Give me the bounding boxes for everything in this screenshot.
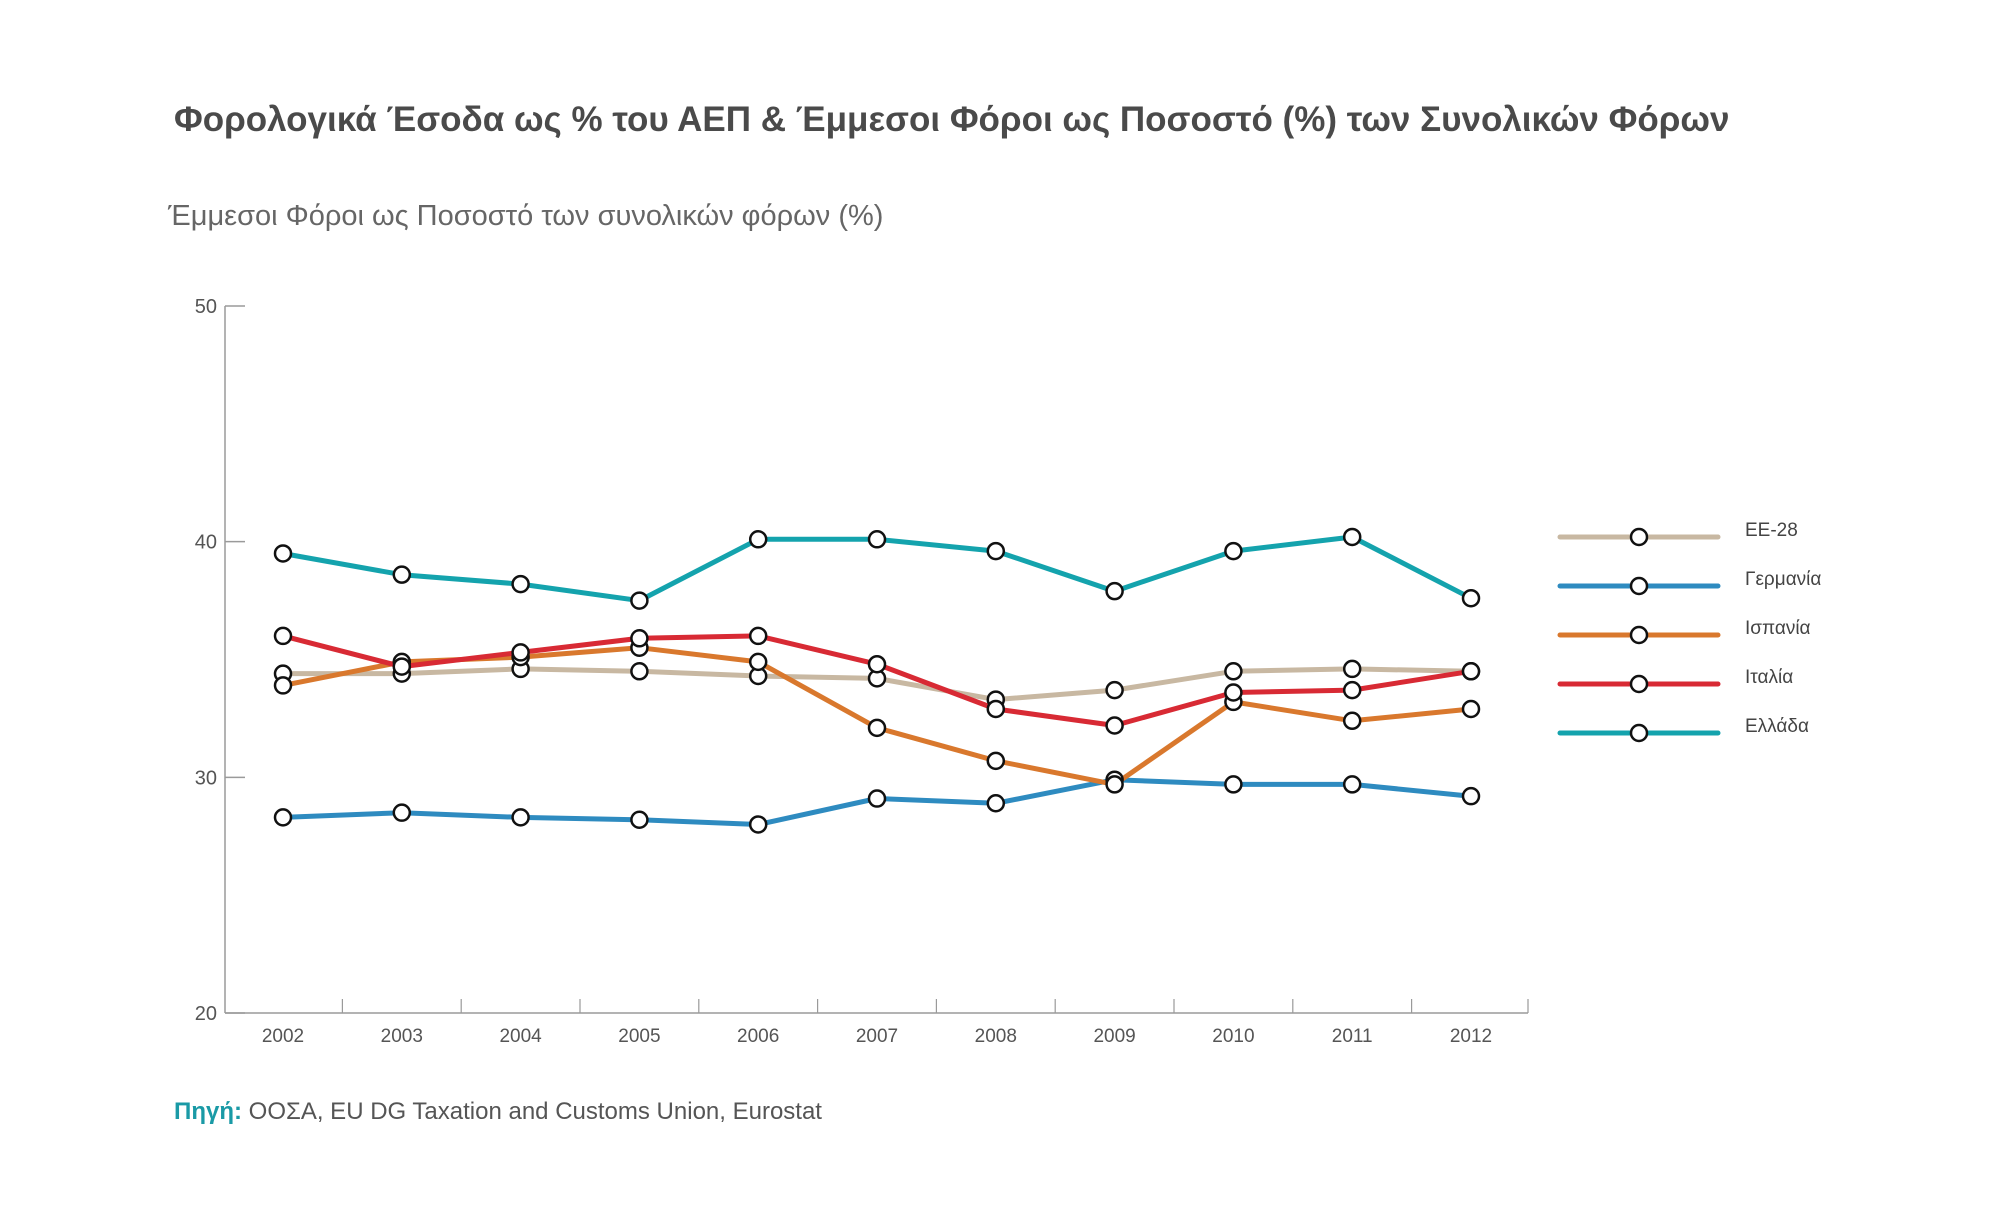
legend-marker (1629, 625, 1649, 645)
chart-axes: 20 30 40 50 2002 2003 2004 2005 2006 2007 2008 2009… (195, 296, 1529, 1047)
data-point (986, 794, 1006, 813)
data-point (511, 808, 530, 827)
data-point (630, 629, 649, 648)
data-point (748, 815, 768, 834)
data-point (1461, 662, 1481, 681)
data-point (1224, 683, 1243, 702)
data-point (630, 662, 649, 681)
data-point (867, 789, 887, 808)
source-text: ΟΟΣΑ, EU DG Taxation and Customs Union, … (242, 1098, 822, 1125)
x-tick-label: 2008 (975, 1026, 1017, 1047)
data-point (1461, 786, 1481, 806)
data-point (748, 652, 768, 672)
data-point (1105, 680, 1124, 700)
data-point (273, 808, 293, 827)
data-point (1461, 588, 1481, 608)
legend-marker (1629, 527, 1649, 547)
x-tick-label: 2003 (381, 1026, 423, 1047)
data-point (867, 654, 887, 674)
legend-label: Ελλάδα (1745, 716, 1809, 737)
x-tick-label: 2009 (1093, 1026, 1135, 1047)
legend-label: Γερμανία (1745, 569, 1821, 590)
data-point (986, 751, 1006, 771)
data-point (986, 541, 1006, 561)
data-point (1342, 775, 1362, 794)
data-point (1224, 775, 1243, 794)
y-tick-label: 40 (195, 532, 217, 554)
data-point (1224, 662, 1243, 681)
data-point (1342, 527, 1362, 547)
data-point (1342, 711, 1362, 731)
legend-label: Ισπανία (1745, 618, 1811, 639)
y-tick-label: 50 (195, 296, 217, 318)
data-point (630, 810, 649, 830)
y-tick-label: 20 (195, 1003, 217, 1025)
x-tick-label: 2010 (1212, 1026, 1254, 1047)
y-tick-label: 30 (195, 767, 217, 789)
data-point (1342, 680, 1362, 700)
source-label: Πηγή: (174, 1098, 242, 1125)
data-point (748, 530, 768, 549)
legend-label: Ιταλία (1745, 667, 1793, 688)
legend-marker (1629, 674, 1649, 694)
data-point (986, 699, 1006, 719)
data-point (1224, 541, 1243, 561)
data-point (273, 544, 293, 563)
data-point (867, 718, 887, 738)
legend-marker (1629, 723, 1649, 743)
data-point (273, 676, 293, 695)
x-tick-label: 2002 (262, 1026, 304, 1047)
chart-legend: ΕΕ-28 Γερμανία Ισπανία Ιταλία Ελλάδα (1557, 520, 1821, 743)
data-point (630, 591, 649, 610)
legend-marker (1629, 576, 1649, 596)
data-point (392, 565, 412, 584)
data-point (1105, 581, 1124, 601)
chart-series (273, 527, 1481, 834)
data-point (1105, 775, 1124, 794)
x-tick-label: 2006 (737, 1026, 779, 1047)
data-point (392, 803, 412, 822)
data-point (1105, 716, 1124, 735)
data-point (748, 626, 768, 646)
x-tick-label: 2011 (1332, 1026, 1373, 1047)
data-point (867, 530, 887, 549)
data-point (511, 574, 530, 594)
x-tick-label: 2012 (1450, 1026, 1492, 1047)
chart-title: Φορολογικά Έσοδα ως % του ΑΕΠ & Έμμεσοι … (174, 100, 1730, 139)
chart-subtitle: Έμμεσοι Φόροι ως Ποσοστό των συνολικών φ… (168, 200, 884, 232)
x-tick-label: 2007 (856, 1026, 898, 1047)
data-point (511, 643, 530, 662)
source-note: Πηγή: ΟΟΣΑ, EU DG Taxation and Customs U… (174, 1098, 822, 1126)
data-point (1342, 659, 1362, 679)
legend-label: ΕΕ-28 (1745, 520, 1798, 541)
data-point (273, 626, 293, 646)
data-point (392, 657, 412, 676)
data-point (1461, 699, 1481, 719)
x-tick-label: 2005 (618, 1026, 660, 1047)
x-tick-label: 2004 (499, 1026, 542, 1047)
